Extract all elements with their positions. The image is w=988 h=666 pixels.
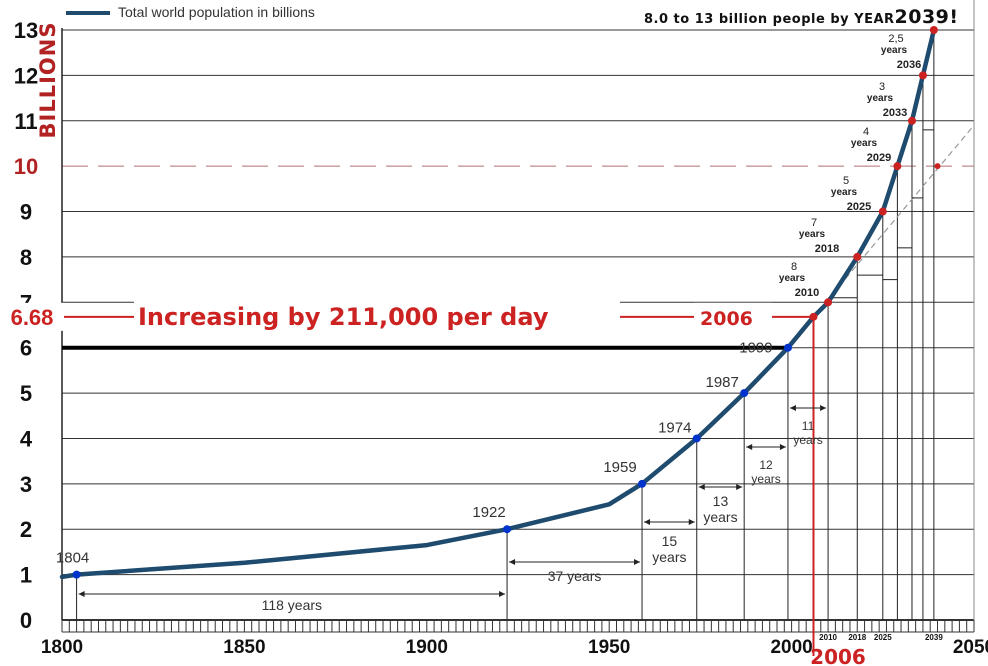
milestone-label-1804: 1804 [56,550,89,567]
future-interval-years-3: 4 [863,126,869,138]
future-interval-year-4: 2033 [883,107,907,119]
milestone-label-1999: 1999 [739,340,772,357]
interval-label-5: 11 [802,419,815,433]
small-axis-year-2010: 2010 [819,633,837,642]
y-tick-label-11: 11 [14,109,37,134]
y-tick-label-6: 6 [20,336,32,361]
y-tick-label-2: 2 [20,517,32,542]
future-interval-year-2: 2025 [847,201,871,213]
milestone-dot-1987 [740,389,749,398]
future-interval-year-1: 2018 [815,243,839,255]
future-interval-unit-1: years [799,229,826,240]
milestone-dot-2033 [907,116,916,125]
interval-label-1: 37 years [548,568,602,584]
y-tick-label-8: 8 [20,245,32,270]
y-tick-label-1: 1 [20,563,32,588]
interval-arrowhead-right-0 [499,591,506,597]
future-interval-unit-0: years [779,273,806,284]
y-tick-label-4: 4 [20,426,33,451]
future-interval-years-1: 7 [811,217,817,229]
interval-arrowhead-left-0 [78,591,85,597]
milestone-dot-2006 [809,312,818,321]
future-interval-year-3: 2029 [867,152,891,164]
milestone-dot-1974 [692,434,701,443]
milestone-dot-2039 [929,26,938,34]
milestone-label-1987: 1987 [705,374,738,391]
small-axis-year-2025: 2025 [874,633,892,642]
milestone-dot-1999 [783,343,792,352]
legend-label: Total world population in billions [118,4,315,20]
highlight-label-bg [2,302,64,331]
highlight-year-axis-label: 2006 [810,645,866,666]
interval-arrowhead-right-5 [820,405,827,411]
future-interval-unit-5: years [881,45,908,56]
rate-text: Increasing by 211,000 per day [138,303,549,331]
future-interval-unit-4: years [867,93,894,104]
x-tick-label-2050: 2050 [953,637,988,658]
interval-arrowhead-left-2 [644,519,651,525]
highlight-year-bg [694,302,772,329]
future-interval-years-2: 5 [843,175,849,187]
milestone-dot-1959 [638,479,647,488]
interval-arrowhead-right-3 [736,484,743,490]
interval-arrowhead-right-2 [688,519,695,525]
small-axis-year-2018: 2018 [848,633,866,642]
interval-label-0: 118 years [262,597,322,613]
headline: 8.0 to 13 billion people by YEAR2039! [644,6,959,28]
headline-year: 2039 [894,6,950,28]
interval-arrowhead-left-1 [509,559,516,565]
x-tick-label-1900: 1900 [406,637,448,658]
interval-unit-2: years [652,549,686,565]
future-interval-year-0: 2010 [795,287,819,299]
population-line [59,27,937,580]
milestone-dot-2036 [918,71,927,80]
future-interval-unit-2: years [831,187,858,198]
interval-arrowhead-right-4 [779,444,786,450]
interval-label-3: 13 [713,493,729,509]
interval-arrowhead-left-4 [746,444,753,450]
small-axis-year-2039: 2039 [925,633,943,642]
milestone-dot-2010 [824,298,833,307]
interval-label-2: 15 [662,533,678,549]
milestone-dot-2018 [853,252,862,261]
interval-arrowhead-left-3 [698,484,705,490]
y-tick-label-5: 5 [20,381,32,406]
x-tick-label-2000: 2000 [770,637,812,658]
interval-unit-5: years [793,433,822,447]
milestone-label-1959: 1959 [603,459,636,476]
future-interval-unit-3: years [851,138,878,149]
highlight-year-label: 2006 [700,308,753,330]
interval-arrowhead-right-1 [634,559,641,565]
milestone-dot-1804 [72,570,81,579]
milestone-dot-2029 [893,162,902,171]
y-tick-label-13: 13 [14,18,38,43]
future-interval-years-0: 8 [791,261,797,273]
x-tick-label-1800: 1800 [41,637,83,658]
interval-unit-3: years [703,509,737,525]
interval-unit-4: years [751,472,780,486]
rate-text-bg [134,300,620,331]
projection-dot [934,163,941,170]
milestone-label-1922: 1922 [472,504,505,521]
headline-text: 8.0 to 13 billion people by YEAR [644,12,895,27]
future-interval-year-5: 2036 [897,59,921,71]
milestone-dot-2025 [878,207,887,216]
interval-label-4: 12 [759,458,773,472]
x-tick-label-1850: 1850 [223,637,265,658]
milestone-label-1974: 1974 [658,419,691,436]
x-tick-label-1950: 1950 [588,637,630,658]
y-tick-label-10: 10 [14,154,38,179]
future-interval-years-4: 3 [879,81,885,93]
y-tick-label-3: 3 [20,472,32,497]
highlight-value-label: 6.68 [11,305,54,330]
legend-swatch [66,11,110,15]
y-tick-label-0: 0 [20,608,32,633]
future-interval-years-5: 2,5 [888,33,903,45]
interval-arrowhead-left-5 [789,405,796,411]
headline-mark: ! [949,6,959,28]
milestone-dot-1922 [503,525,512,534]
y-tick-label-12: 12 [14,63,38,88]
y-tick-label-9: 9 [20,200,32,225]
